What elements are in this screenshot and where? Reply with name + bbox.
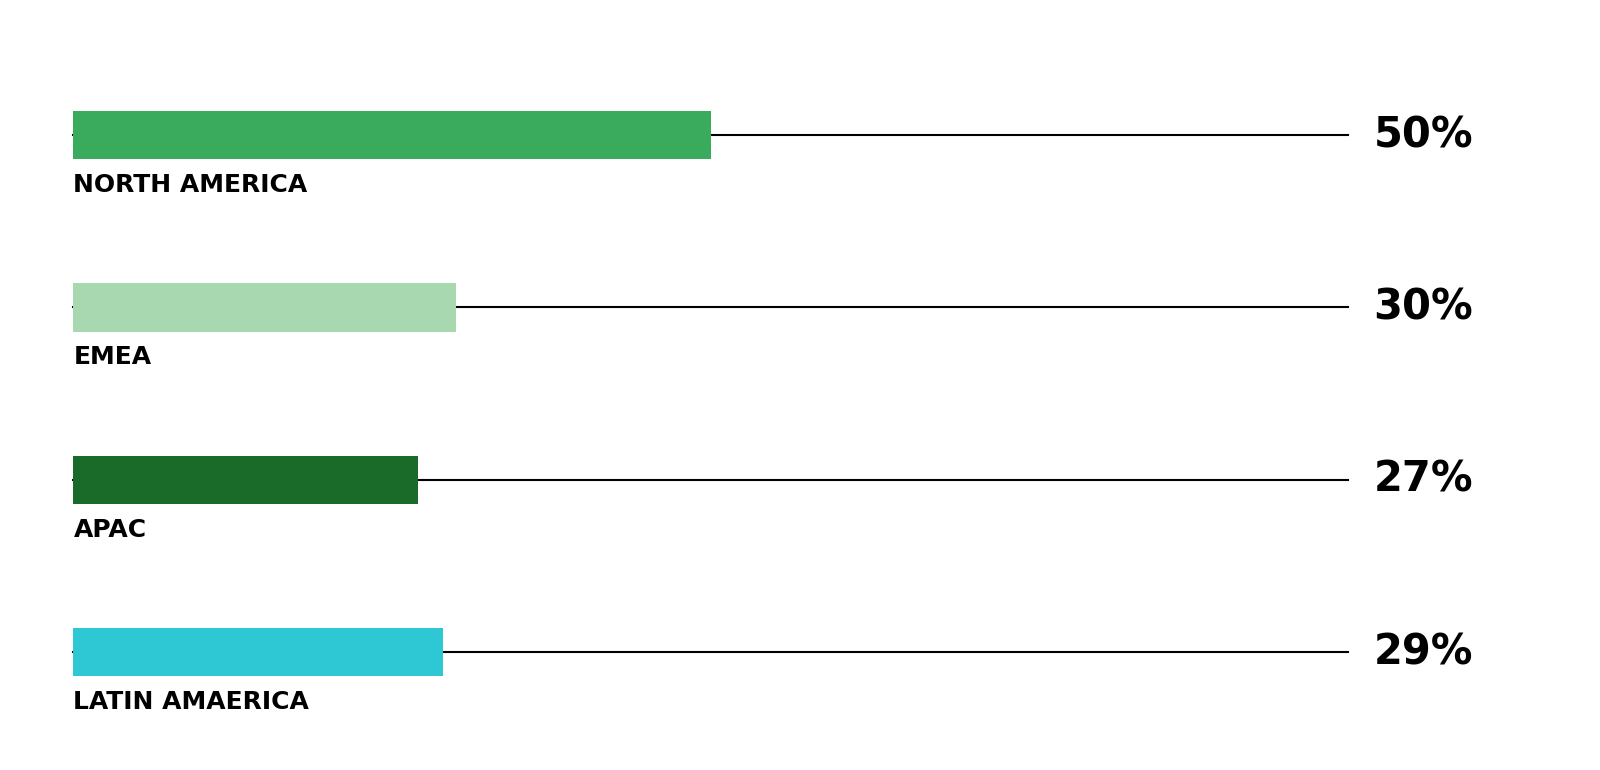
Text: 50%: 50% xyxy=(1373,114,1474,156)
Text: 30%: 30% xyxy=(1373,286,1474,329)
Text: LATIN AMAERICA: LATIN AMAERICA xyxy=(74,690,309,714)
FancyBboxPatch shape xyxy=(74,111,710,159)
Text: NORTH AMERICA: NORTH AMERICA xyxy=(74,173,307,197)
Text: 29%: 29% xyxy=(1373,631,1474,673)
Text: APAC: APAC xyxy=(74,517,147,542)
FancyBboxPatch shape xyxy=(74,456,418,504)
Text: 27%: 27% xyxy=(1373,459,1474,500)
FancyBboxPatch shape xyxy=(74,628,443,676)
FancyBboxPatch shape xyxy=(74,283,456,332)
Text: EMEA: EMEA xyxy=(74,346,152,370)
